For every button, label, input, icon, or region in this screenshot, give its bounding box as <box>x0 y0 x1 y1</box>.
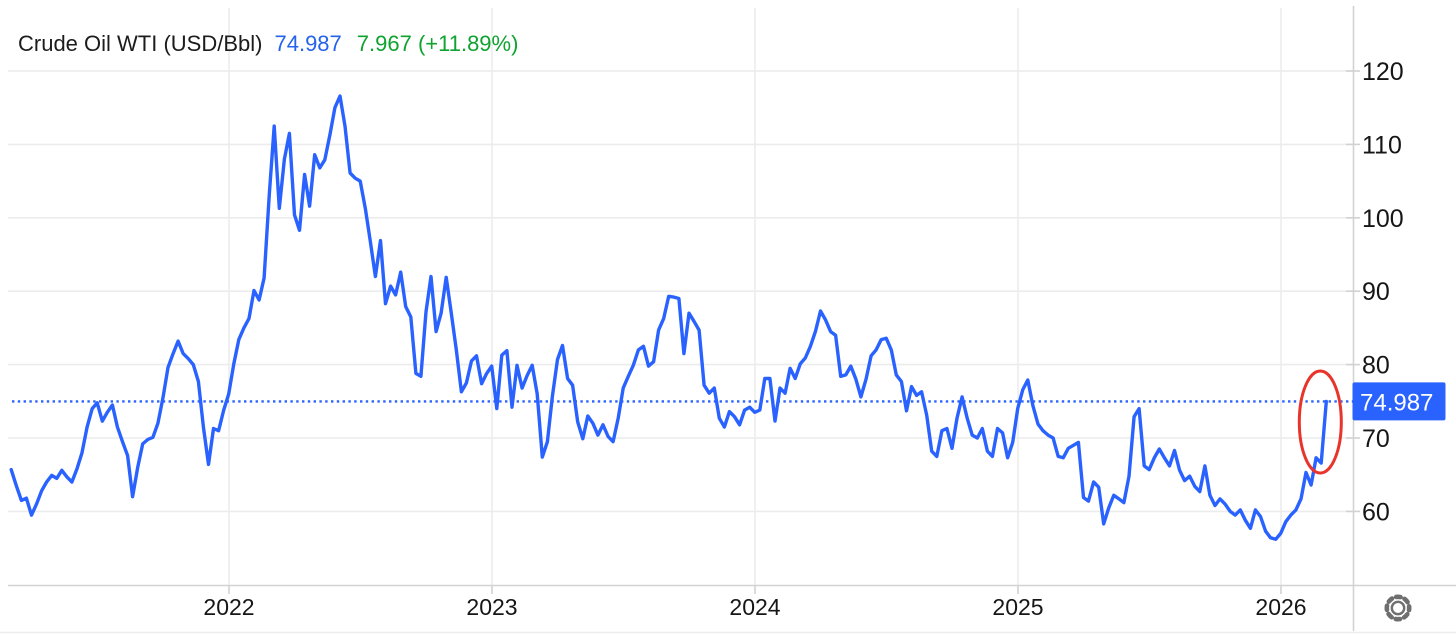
last-price-badge-label: 74.987 <box>1360 389 1433 416</box>
y-axis-labels: 120 110 100 90 80 70 60 <box>1362 58 1404 526</box>
y-axis-tick-label: 70 <box>1362 425 1390 453</box>
x-axis-tick-label: 2023 <box>466 594 517 620</box>
price-line <box>9 94 1329 541</box>
last-price-value: 74.987 <box>274 31 342 56</box>
settings-gear-icon[interactable] <box>1384 594 1412 622</box>
axis-frame <box>0 6 1456 634</box>
y-axis-tick-label: 120 <box>1362 58 1404 86</box>
y-axis-tick-label: 90 <box>1362 278 1390 306</box>
y-gridlines <box>8 70 1353 513</box>
x-axis-labels: 2022 2023 2024 2025 2026 <box>203 594 1306 620</box>
quote-header: Crude Oil WTI (USD/Bbl) 74.987 7.967 (+1… <box>18 31 518 57</box>
y-axis-tick-label: 80 <box>1362 352 1390 380</box>
x-axis-tick-label: 2022 <box>203 594 254 620</box>
highlight-ellipse-annotation <box>1297 369 1343 475</box>
x-axis-tick-label: 2026 <box>1255 594 1306 620</box>
y-axis-tick-label: 60 <box>1362 498 1390 526</box>
chart-title: Crude Oil WTI (USD/Bbl) <box>18 31 263 56</box>
axis-tick-marks <box>228 70 1360 594</box>
price-change-value: 7.967 (+11.89%) <box>356 31 519 56</box>
y-axis-tick-label: 110 <box>1362 131 1402 159</box>
y-axis-tick-label: 100 <box>1362 205 1404 233</box>
x-gridlines <box>228 8 1282 585</box>
x-axis-tick-label: 2024 <box>729 594 780 620</box>
last-price-badge: 74.987 <box>1352 382 1446 421</box>
x-axis-tick-label: 2025 <box>992 594 1043 620</box>
